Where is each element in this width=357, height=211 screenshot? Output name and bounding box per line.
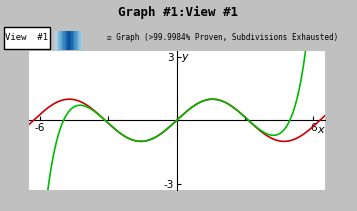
Bar xyxy=(66,31,67,50)
Bar xyxy=(57,31,58,50)
Bar xyxy=(75,31,77,50)
Bar xyxy=(65,31,66,50)
Bar xyxy=(67,31,69,50)
FancyBboxPatch shape xyxy=(4,27,50,49)
Bar xyxy=(69,31,70,50)
Bar xyxy=(70,31,71,50)
Text: y: y xyxy=(181,52,187,62)
Bar xyxy=(71,31,73,50)
Bar xyxy=(74,31,75,50)
Text: View  #1: View #1 xyxy=(5,34,48,42)
Text: ☑ Graph (>99.9984% Proven, Subdivisions Exhausted): ☑ Graph (>99.9984% Proven, Subdivisions … xyxy=(107,34,338,42)
Bar xyxy=(58,31,59,50)
Bar xyxy=(79,31,81,50)
Bar xyxy=(59,31,61,50)
Bar xyxy=(62,31,64,50)
Bar xyxy=(73,31,74,50)
Text: Graph #1:View #1: Graph #1:View #1 xyxy=(119,6,238,19)
Bar xyxy=(77,31,78,50)
Bar xyxy=(78,31,79,50)
Bar xyxy=(55,31,57,50)
Bar xyxy=(81,31,82,50)
Bar xyxy=(64,31,65,50)
Bar xyxy=(61,31,62,50)
Text: x: x xyxy=(317,125,324,135)
